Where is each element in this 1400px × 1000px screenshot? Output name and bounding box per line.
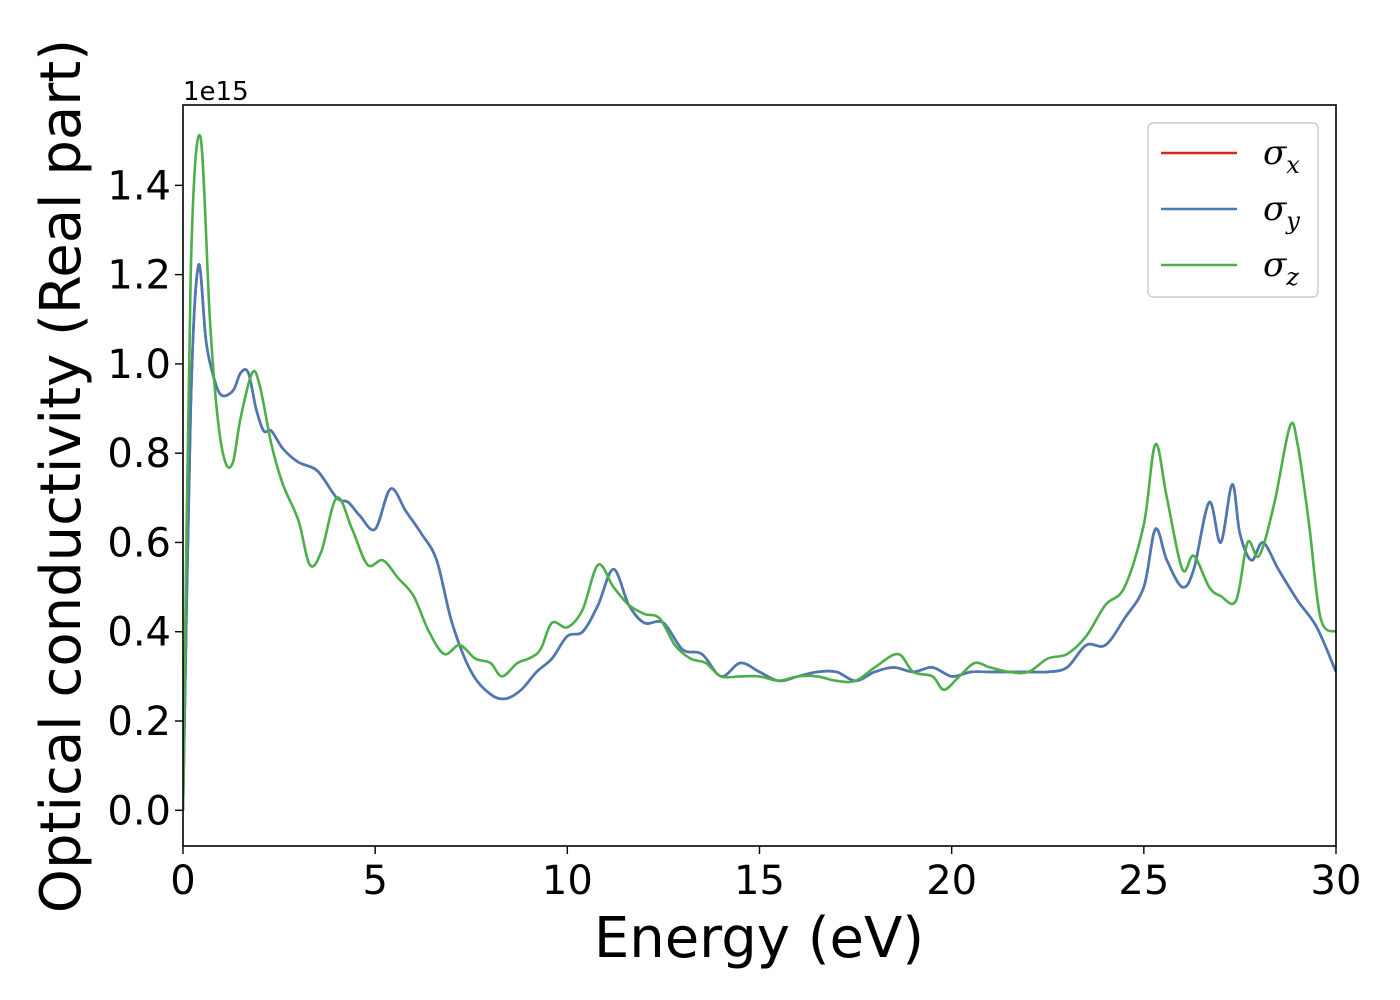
x-tick-label: 0	[170, 858, 195, 904]
x-tick-label: 30	[1311, 858, 1362, 904]
x-tick-label: 15	[734, 858, 785, 904]
y-tick-label: 0.6	[107, 520, 171, 566]
x-tick-label: 10	[542, 858, 593, 904]
y-tick-label: 0.2	[107, 699, 171, 745]
y-tick-label: 1.4	[107, 163, 171, 209]
y-axis-title: Optical conductivity (Real part)	[29, 39, 94, 913]
x-tick-label: 20	[926, 858, 977, 904]
series-layer	[183, 133, 1336, 811]
x-axis-title: Energy (eV)	[594, 906, 924, 971]
x-axis: 0 5 10 15 20 25 30	[170, 846, 1361, 904]
series-line-y	[183, 263, 1336, 811]
y-tick-label: 1.2	[107, 253, 171, 299]
y-tick-label: 0.4	[107, 610, 171, 656]
y-axis: 0.0 0.2 0.4 0.6 0.8 1.0 1.2 1.4	[107, 163, 183, 834]
y-tick-label: 0.0	[107, 788, 171, 834]
y-tick-label: 1.0	[107, 342, 171, 388]
x-tick-label: 5	[362, 858, 387, 904]
series-line-z	[183, 133, 1336, 811]
y-offset-label: 1e15	[183, 77, 249, 107]
x-tick-label: 25	[1118, 858, 1169, 904]
y-tick-label: 0.8	[107, 431, 171, 477]
